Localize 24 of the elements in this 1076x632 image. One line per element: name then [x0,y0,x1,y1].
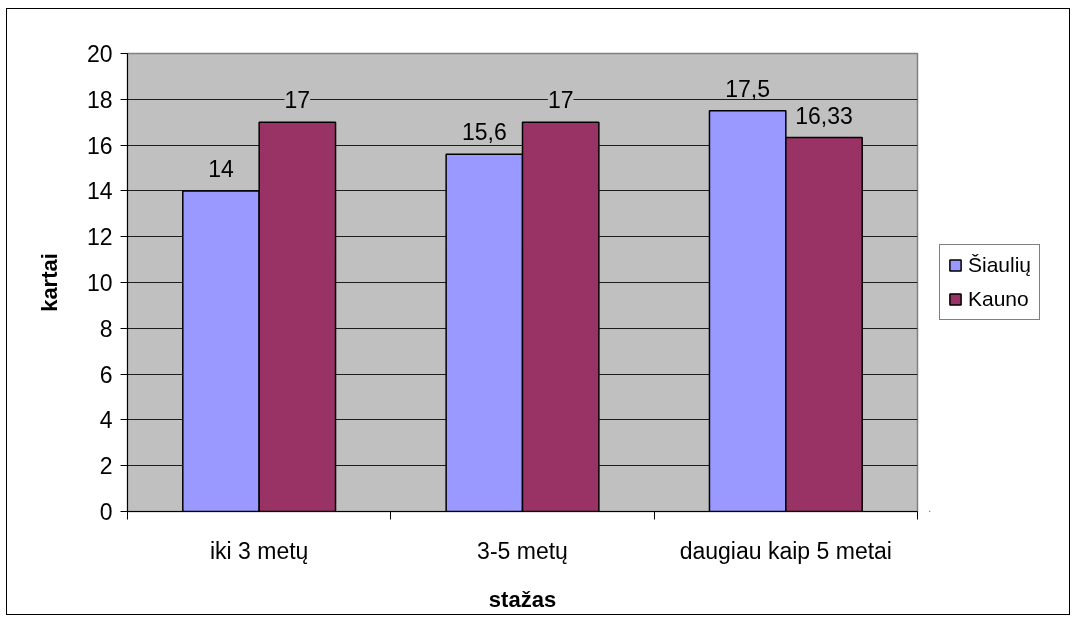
data-label: 17 [284,87,311,114]
data-label: 14 [208,155,234,182]
x-axis-title: stažas [488,586,557,612]
y-tick-label: 2 [99,453,113,480]
y-tick-label: 14 [86,178,113,205]
x-tick-label: 3-5 metų [477,537,568,564]
y-tick-label: 18 [86,86,113,113]
y-tick-label: 16 [86,132,113,159]
data-label: 15,6 [461,119,507,146]
data-label: 17 [547,87,574,114]
y-tick-label: 0 [99,499,113,525]
y-tick-label: 6 [99,361,113,388]
x-tick-label: iki 3 metų [209,537,309,564]
legend-label: Kauno [968,287,1029,311]
y-tick-label: 10 [86,270,113,296]
y-axis-title: kartai [36,253,62,312]
x-tick-label: daugiau kaip 5 metai [679,537,892,564]
y-tick-label: 12 [86,224,113,251]
legend-label: Šiaulių [968,253,1032,277]
data-label: 17,5 [725,75,771,102]
y-tick-label: 4 [99,407,113,434]
y-tick-label: 8 [99,315,113,342]
y-tick-label: 20 [86,41,113,67]
data-label: 16,33 [795,102,853,129]
